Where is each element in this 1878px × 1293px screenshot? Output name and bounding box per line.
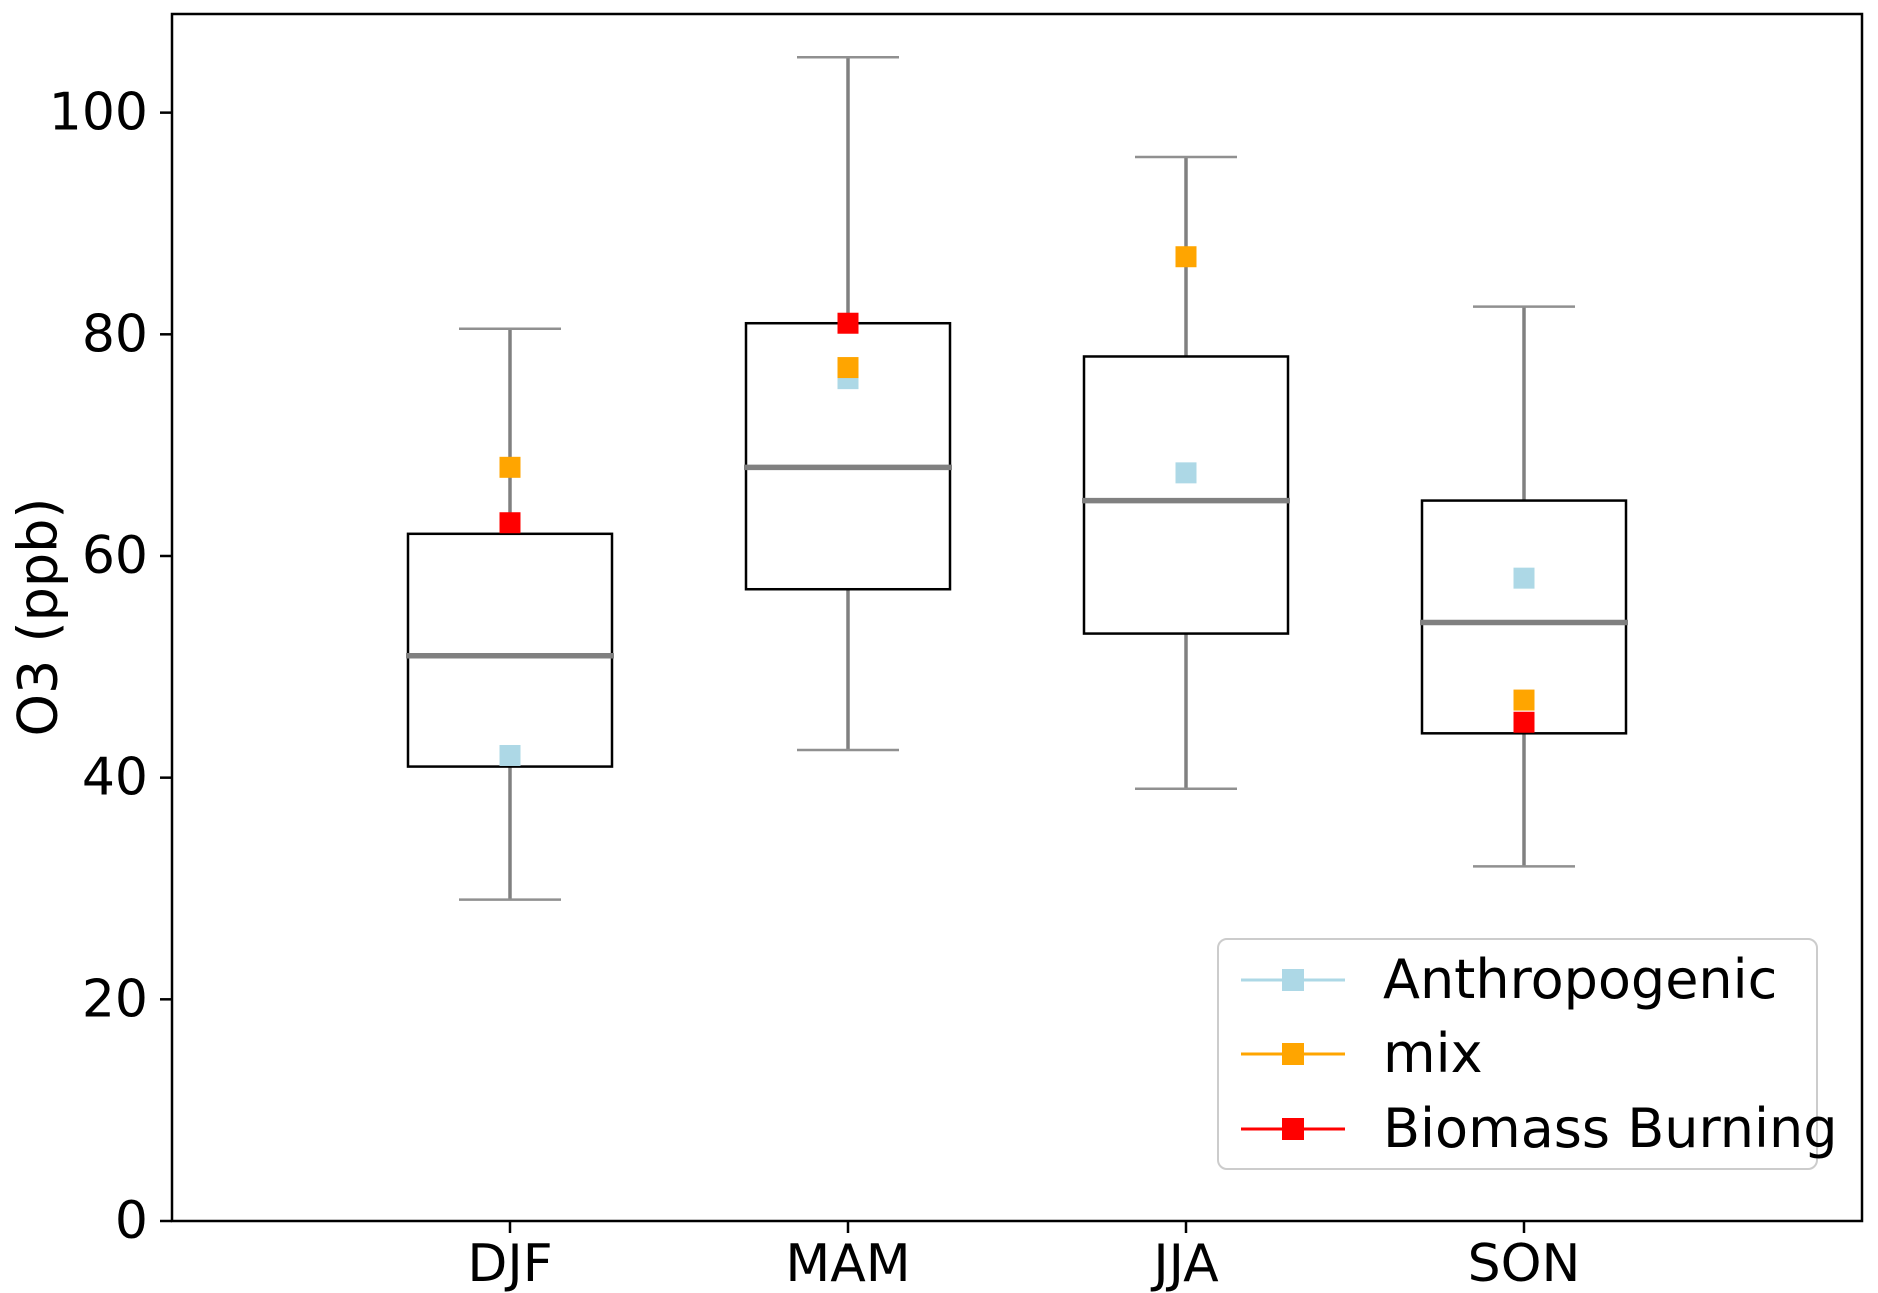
box-JJA: [1082, 355, 1290, 635]
y-tick-label-0: 0: [115, 1191, 148, 1251]
marker-anthropogenic-DJF: [499, 744, 521, 766]
x-tick-label-DJF: DJF: [467, 1234, 552, 1293]
marker-biomass-burning-DJF: [499, 512, 521, 534]
legend-label-anthropogenic: Anthropogenic: [1383, 947, 1778, 1011]
y-tick-label-60: 60: [82, 526, 148, 586]
x-tick-label-JJA: JJA: [1150, 1234, 1219, 1293]
marker-mix-MAM: [837, 357, 859, 379]
mix-marker-icon: [1241, 1043, 1345, 1065]
y-tick-label-100: 100: [49, 83, 148, 143]
legend-row-biomass-burning: Biomass Burning: [1219, 1094, 1837, 1164]
anthropogenic-marker-icon: [1241, 968, 1345, 991]
y-axis-label: O3 (ppb): [7, 498, 70, 737]
y-tick-label-20: 20: [82, 969, 148, 1029]
legend-label-biomass-burning: Biomass Burning: [1383, 1096, 1838, 1160]
legend-row-mix: mix: [1219, 1019, 1816, 1089]
y-tick-label-40: 40: [82, 748, 148, 808]
marker-mix-JJA: [1175, 246, 1197, 268]
marker-anthropogenic-SON: [1513, 567, 1535, 589]
legend: Anthropogenic mix Biomass Burning: [1217, 938, 1837, 1170]
marker-mix-DJF: [499, 456, 521, 478]
marker-biomass-burning-MAM: [837, 312, 859, 334]
marker-mix-SON: [1513, 689, 1535, 711]
plot-border: [170, 12, 1864, 1223]
marker-biomass-burning-SON: [1513, 711, 1535, 733]
marker-anthropogenic-JJA: [1175, 462, 1197, 484]
biomass-burning-marker-icon: [1241, 1117, 1345, 1140]
legend-row-anthropogenic: Anthropogenic: [1219, 945, 1816, 1015]
x-tick-label-SON: SON: [1468, 1234, 1581, 1293]
box-DJF: [406, 532, 614, 768]
y-tick-label-80: 80: [82, 304, 148, 364]
legend-label-mix: mix: [1383, 1022, 1483, 1085]
x-tick-label-MAM: MAM: [785, 1234, 910, 1293]
